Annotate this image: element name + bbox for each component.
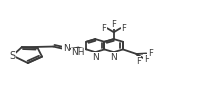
Text: N: N	[63, 44, 69, 53]
Text: F: F	[111, 20, 116, 29]
Text: F: F	[148, 49, 153, 58]
Text: S: S	[9, 51, 16, 61]
Text: N: N	[92, 53, 99, 62]
Text: F: F	[144, 55, 149, 64]
Text: NH: NH	[71, 48, 85, 57]
Text: F: F	[136, 57, 141, 66]
Text: F: F	[102, 24, 107, 33]
Text: N: N	[110, 53, 117, 62]
Text: F: F	[121, 24, 126, 33]
